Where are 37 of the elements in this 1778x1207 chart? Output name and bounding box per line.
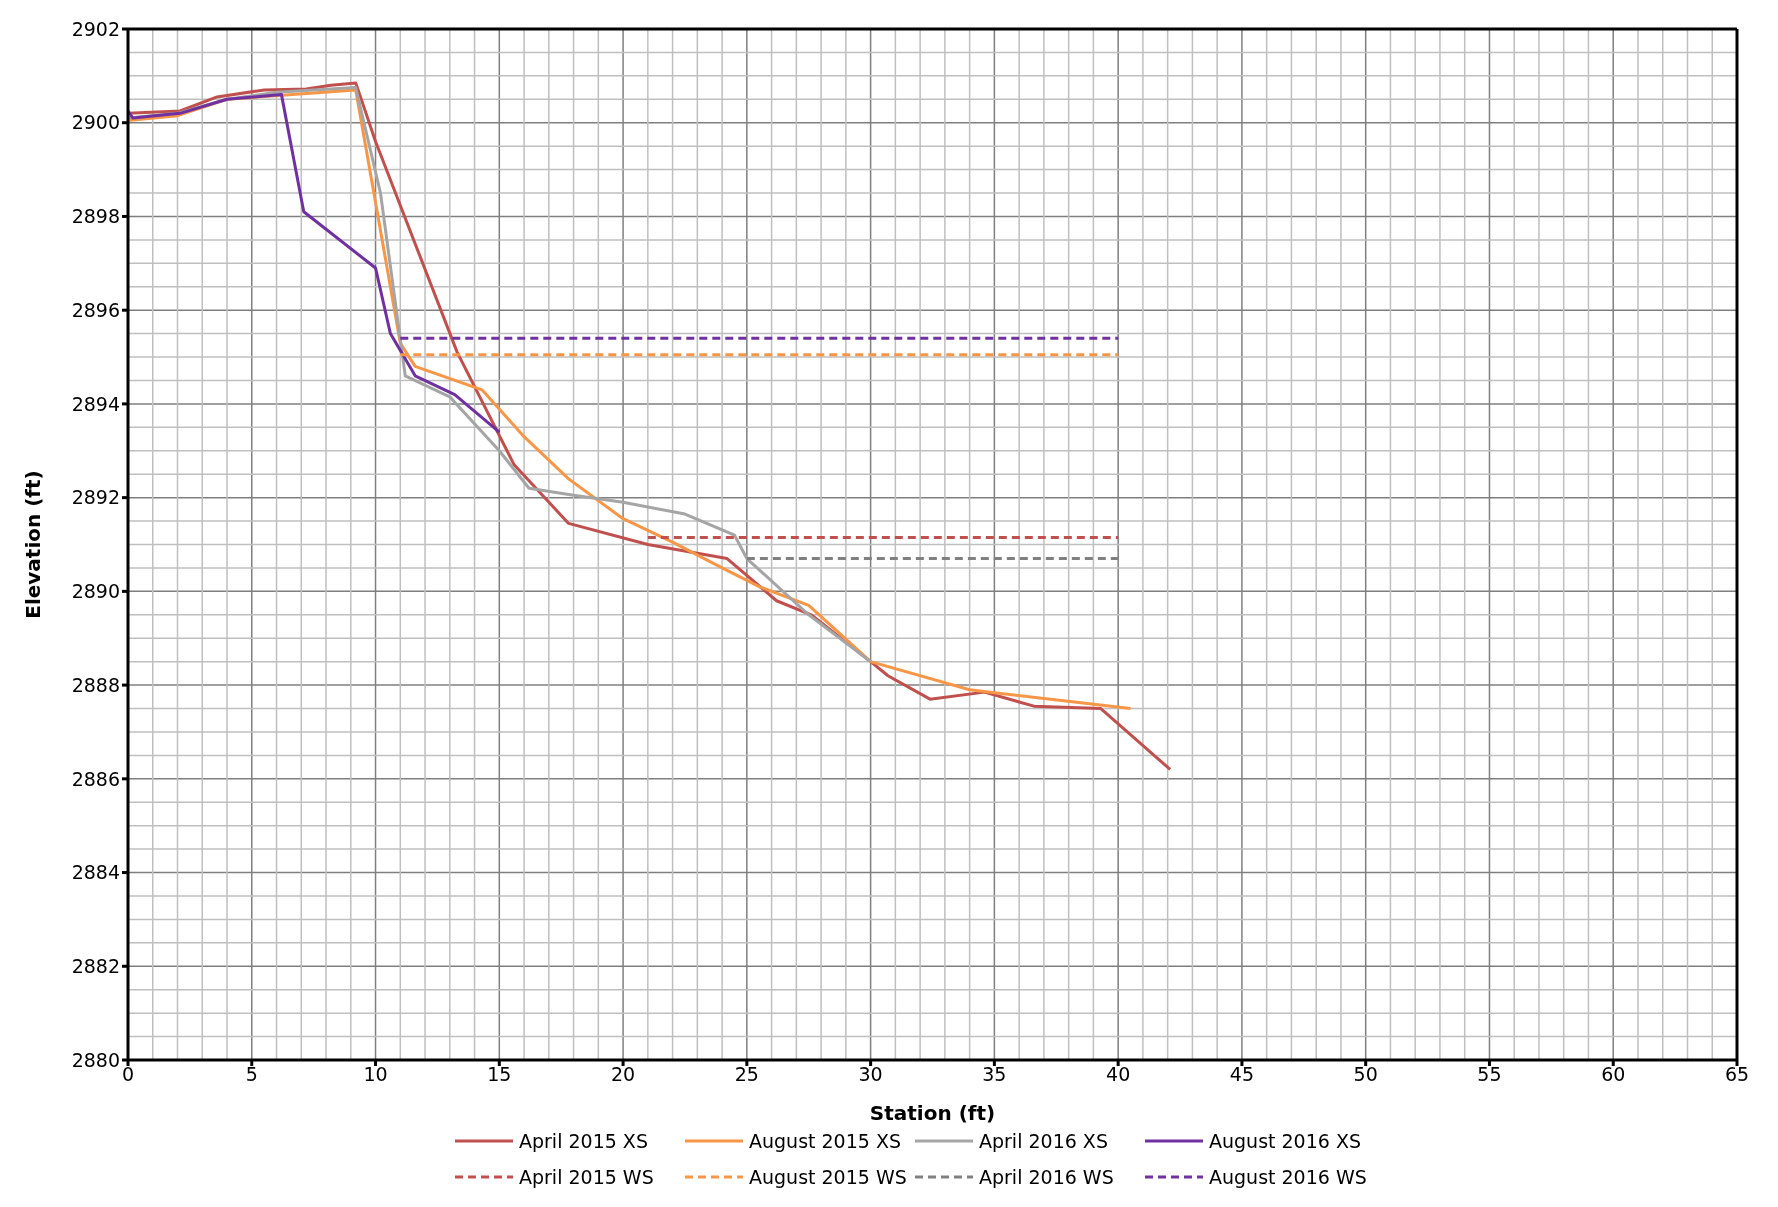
legend-label: August 2016 XS xyxy=(1209,1130,1361,1152)
y-tick-label: 2880 xyxy=(71,1048,120,1071)
x-tick-label: 30 xyxy=(858,1063,883,1086)
x-tick-label: 55 xyxy=(1477,1063,1502,1086)
x-tick-label: 35 xyxy=(982,1063,1007,1086)
y-tick-label: 2894 xyxy=(71,392,120,415)
x-tick-label: 40 xyxy=(1106,1063,1131,1086)
x-tick-label: 5 xyxy=(245,1063,258,1086)
legend-label: August 2015 XS xyxy=(749,1130,901,1152)
x-tick-label: 0 xyxy=(121,1063,135,1086)
y-tick-label: 2892 xyxy=(71,486,120,509)
x-tick-label: 45 xyxy=(1229,1063,1255,1086)
y-tick-label: 2902 xyxy=(71,17,120,40)
y-tick-label: 2886 xyxy=(71,767,120,790)
x-tick-label: 10 xyxy=(363,1063,388,1086)
legend-label: August 2016 WS xyxy=(1209,1166,1367,1188)
y-tick-label: 2888 xyxy=(71,673,120,696)
x-tick-label: 20 xyxy=(610,1063,636,1086)
y-tick-label: 2900 xyxy=(71,111,120,134)
x-tick-label: 15 xyxy=(487,1063,512,1086)
legend-label: August 2015 WS xyxy=(749,1166,907,1188)
y-axis-title: Elevation (ft) xyxy=(21,470,46,619)
legend-label: April 2015 XS xyxy=(519,1130,648,1152)
y-tick-label: 2884 xyxy=(71,861,120,884)
x-tick-label: 50 xyxy=(1353,1063,1378,1086)
legend-label: April 2015 WS xyxy=(519,1166,654,1188)
legend-label: April 2016 WS xyxy=(979,1166,1114,1188)
x-tick-label: 25 xyxy=(734,1063,759,1086)
line-series xyxy=(128,93,501,434)
x-tick-label: 60 xyxy=(1601,1063,1626,1086)
y-tick-label: 2882 xyxy=(71,955,120,978)
y-tick-label: 2898 xyxy=(71,205,120,228)
y-tick-label: 2890 xyxy=(71,580,120,603)
legend-label: April 2016 XS xyxy=(979,1130,1108,1152)
x-tick-label: 65 xyxy=(1724,1063,1750,1086)
y-tick-label: 2896 xyxy=(71,298,120,321)
x-axis-title: Station (ft) xyxy=(869,1101,996,1125)
